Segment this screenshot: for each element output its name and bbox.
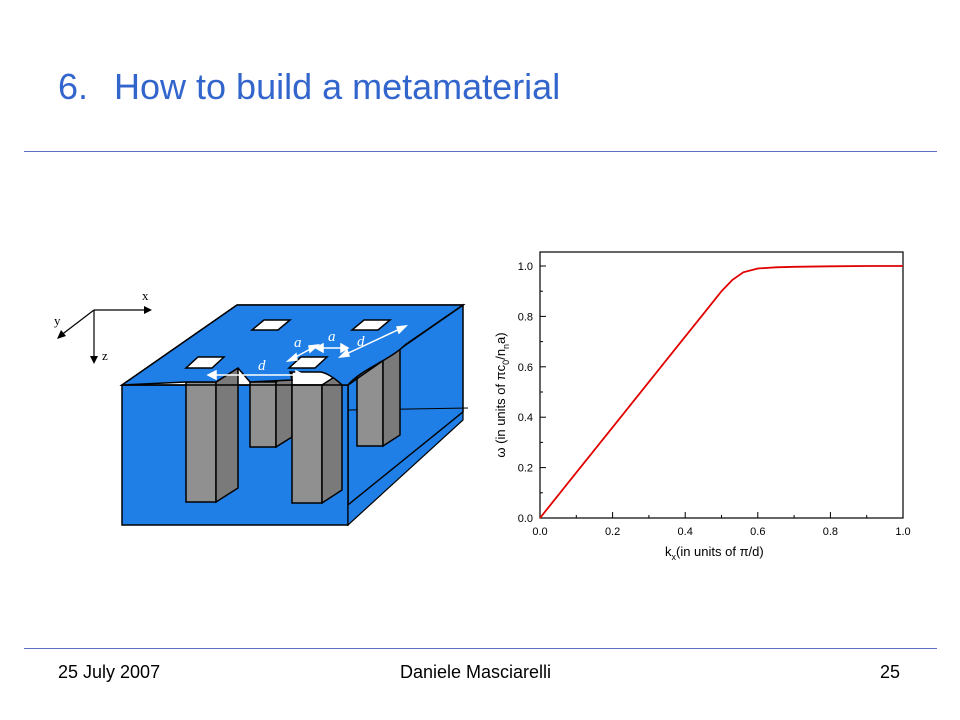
footer-date: 25 July 2007 (58, 662, 161, 682)
metamaterial-diagram: x y z (54, 288, 469, 527)
slab-side-lower (347, 410, 464, 527)
hole (287, 356, 329, 369)
hole (249, 319, 293, 331)
x-tick-label: 0.4 (678, 526, 693, 538)
dimension-d1-label: d (357, 334, 365, 350)
dimension-a2-label: a (328, 329, 336, 345)
footer-page-number: 25 (880, 662, 901, 682)
y-tick-label: 0.2 (518, 463, 533, 475)
footer-author: Daniele Masciarelli (400, 662, 552, 682)
y-axis-label: ω (in units of πc0/nna) (493, 332, 511, 457)
x-tick-label: 0.2 (605, 526, 620, 538)
title-divider (24, 151, 937, 152)
x-tick-label: 0.8 (823, 526, 838, 538)
coord-z-label: z (102, 348, 108, 363)
rod (291, 370, 343, 505)
coordinate-axes: x y z (54, 288, 152, 364)
x-tick-label: 0.6 (750, 526, 765, 538)
x-tick-label: 0.0 (532, 526, 547, 538)
rod (249, 370, 293, 449)
y-tick-label: 0.6 (518, 362, 533, 374)
dispersion-chart: 0.0 0.2 0.4 0.6 0.8 1.0 0.0 0.2 0.4 0.6 0.8 1.0 kx… (493, 251, 911, 562)
hole (184, 356, 226, 369)
series-line (539, 265, 903, 519)
hole (349, 319, 393, 331)
footer-divider (24, 648, 937, 649)
y-tick-label: 0.4 (518, 412, 533, 424)
coord-y-label: y (54, 313, 61, 328)
y-tick-label: 1.0 (518, 261, 533, 273)
y-tick-label: 0.0 (518, 513, 533, 525)
title-text: How to build a metamaterial (114, 66, 561, 107)
dimension-a1-label: a (294, 335, 302, 351)
dimension-d2-label: d (258, 358, 266, 374)
rod (185, 366, 239, 504)
dimension-arrows (206, 325, 409, 381)
coord-x-label: x (142, 288, 149, 303)
title-number: 6. (58, 66, 89, 107)
y-axis-ticks: 0.0 0.2 0.4 0.6 0.8 1.0 (518, 261, 546, 525)
y-tick-label: 0.8 (518, 311, 533, 323)
slide-title: 6. How to build a metamaterial (58, 66, 560, 108)
x-axis-ticks: 0.0 0.2 0.4 0.6 0.8 1.0 (532, 512, 911, 538)
x-tick-label: 1.0 (895, 526, 910, 538)
x-axis-label: kx(in units of π/d) (665, 544, 764, 562)
